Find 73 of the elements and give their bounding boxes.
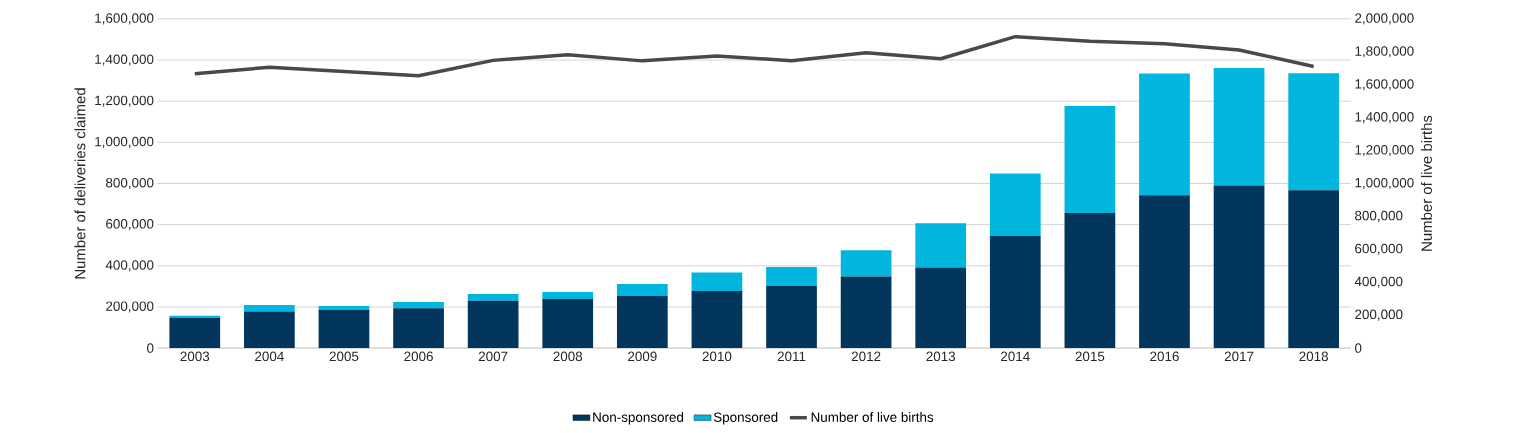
line-series — [193, 35, 1316, 78]
y-axis-title: Number of deliveries claimed — [74, 88, 86, 279]
bar — [915, 267, 967, 349]
y-tick-label: 1,200,000 — [95, 95, 154, 107]
y2-tick-label: 1,400,000 — [1355, 112, 1414, 124]
y2-tick-label: 200,000 — [1355, 309, 1403, 321]
y-tick-label: 0 — [147, 343, 154, 354]
bar — [1064, 213, 1116, 349]
x-tick-label: 2012 — [851, 351, 881, 362]
y-tick-label: 1,600,000 — [95, 13, 154, 25]
y2-tick-label: 1,800,000 — [1355, 46, 1414, 58]
bar — [1139, 73, 1190, 196]
y2-tick-label: 0 — [1355, 343, 1362, 354]
bar — [318, 306, 370, 311]
x-tick-label: 2004 — [255, 351, 284, 362]
bar — [766, 267, 817, 287]
y2-tick-label: 2,000,000 — [1355, 13, 1414, 25]
bar — [616, 284, 668, 297]
bar — [542, 292, 594, 300]
y2-axis-title: Number of live births — [1421, 115, 1432, 251]
legend-label: Sponsored — [713, 412, 778, 425]
bar — [467, 294, 519, 301]
x-tick-label: 2003 — [180, 351, 210, 362]
y2-tick-label: 1,600,000 — [1355, 79, 1414, 91]
x-tick-label: 2011 — [777, 351, 806, 362]
x-tick-label: 2010 — [702, 351, 732, 362]
bar — [691, 291, 743, 349]
x-tick-label: 2009 — [628, 351, 657, 362]
x-tick-label: 2016 — [1150, 351, 1179, 362]
bar — [393, 302, 444, 309]
y2-tick-label: 1,200,000 — [1355, 145, 1414, 157]
bar — [766, 286, 817, 349]
bar — [840, 250, 892, 277]
bar — [1213, 185, 1265, 349]
x-tick-label: 2015 — [1075, 351, 1105, 362]
y2-tick-label: 400,000 — [1354, 276, 1403, 288]
bar — [244, 311, 295, 349]
x-tick-label: 2005 — [329, 351, 359, 362]
bar — [1288, 73, 1340, 191]
x-tick-label: 2018 — [1299, 351, 1328, 362]
bar — [1139, 195, 1190, 349]
x-tick-label: 2017 — [1224, 351, 1254, 362]
y-tick-label: 1,400,000 — [95, 54, 154, 66]
bar — [318, 310, 370, 349]
x-tick-label: 2013 — [926, 351, 956, 362]
bar — [989, 173, 1041, 237]
x-tick-label: 2006 — [404, 351, 433, 362]
y-tick-label: 1,000,000 — [95, 136, 154, 149]
legend-label: Non-sponsored — [593, 412, 684, 425]
y2-tick-label: 800,000 — [1355, 211, 1403, 223]
bar — [840, 276, 892, 349]
bar — [393, 308, 444, 349]
y2-tick-label: 600,000 — [1355, 243, 1403, 256]
legend-label: Number of live births — [811, 412, 934, 423]
bar — [915, 223, 967, 268]
bar — [542, 299, 594, 349]
x-tick-label: 2014 — [1001, 351, 1030, 362]
x-tick-label: 2008 — [553, 351, 583, 362]
bar — [1288, 190, 1340, 349]
bar — [1213, 68, 1265, 186]
x-tick-label: 2007 — [478, 351, 508, 362]
bar — [1064, 106, 1116, 214]
bar — [989, 236, 1041, 349]
bar — [169, 317, 221, 349]
y2-tick-label: 1,000,000 — [1355, 178, 1414, 190]
bar — [467, 300, 519, 349]
y-tick-label: 600,000 — [106, 219, 154, 231]
bar — [244, 305, 295, 312]
y-tick-label: 400,000 — [105, 260, 154, 272]
bar — [691, 272, 743, 292]
bar — [616, 296, 668, 349]
y-tick-label: 800,000 — [106, 178, 154, 190]
y-tick-label: 200,000 — [106, 301, 154, 313]
